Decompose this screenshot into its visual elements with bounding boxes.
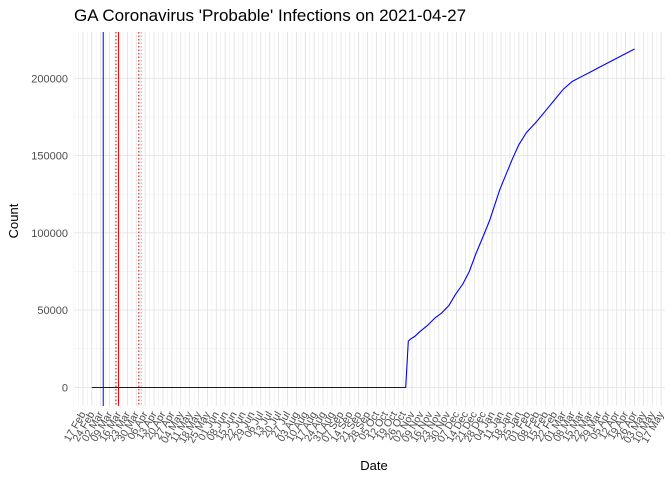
y-tick-label: 100000 (31, 228, 68, 240)
series-line (91, 48, 635, 389)
chart-title: GA Coronavirus 'Probable' Infections on … (74, 6, 467, 25)
y-tick-label: 150000 (31, 151, 68, 163)
reference-lines (102, 32, 142, 406)
grid (73, 32, 665, 406)
y-tick-label: 50000 (37, 305, 68, 317)
y-tick-label: 200000 (31, 73, 68, 85)
y-axis-ticks: 0 50000 100000 150000 200000 (31, 73, 68, 394)
y-tick-label: 0 (62, 382, 68, 394)
y-axis-title: Count (6, 203, 21, 238)
x-axis-title: Date (360, 458, 387, 473)
series-layer (91, 48, 635, 389)
